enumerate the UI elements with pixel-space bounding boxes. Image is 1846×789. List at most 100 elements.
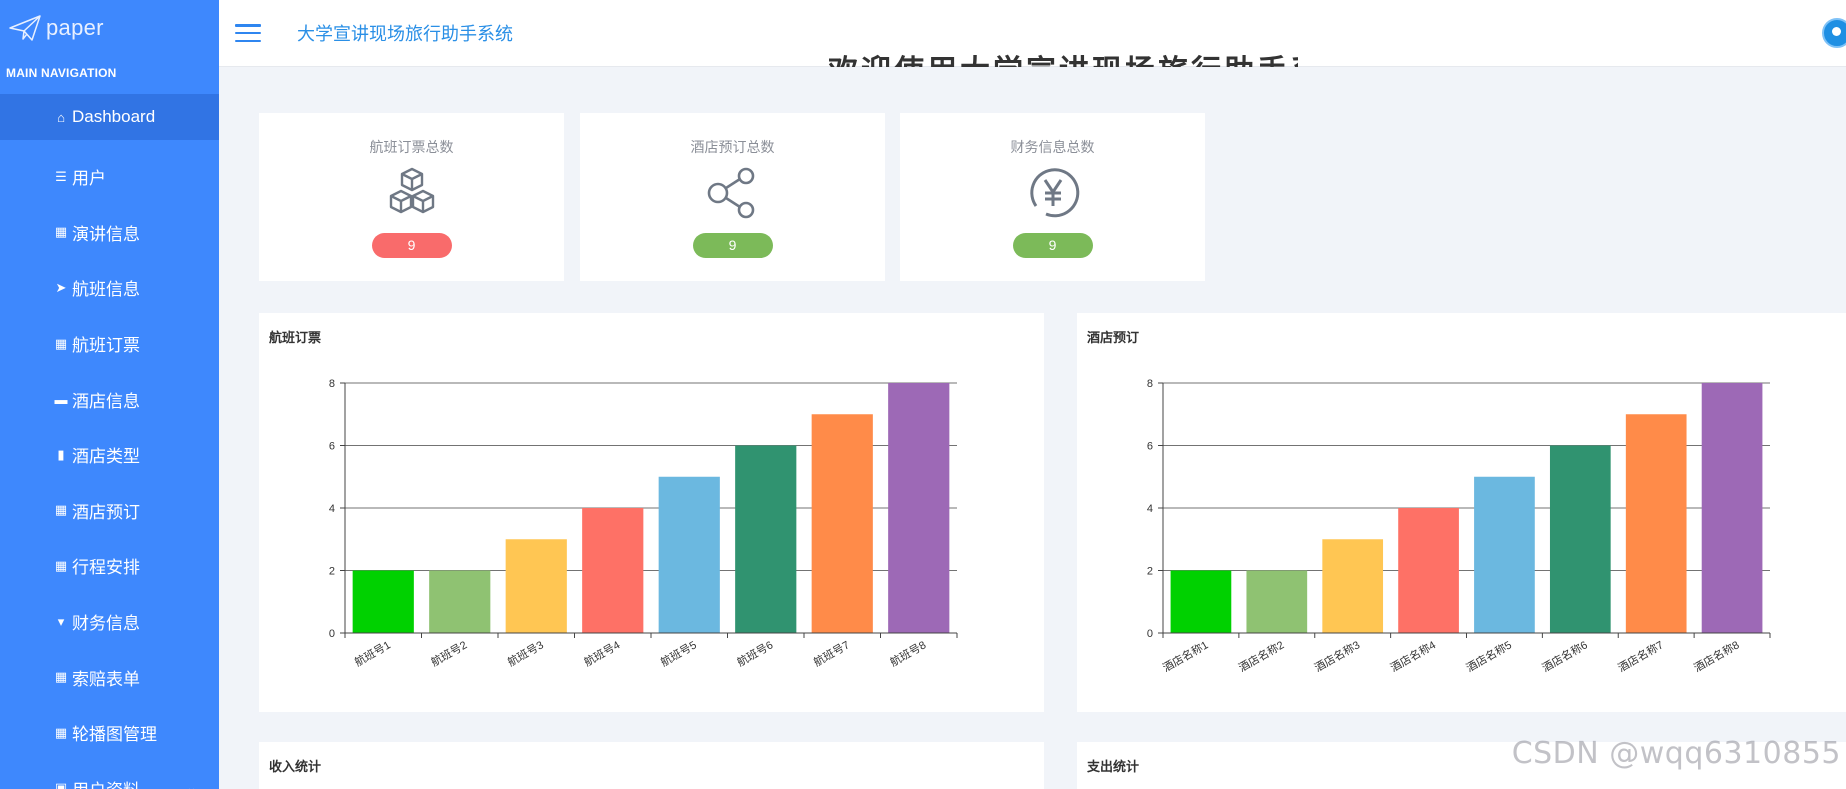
x-tick-label: 航班号1 (352, 637, 393, 669)
x-tick-label: 航班号3 (505, 637, 546, 669)
flight-bar-chart: 0 2 4 6 8 航班号1 航班号2 航班号3 航班号4 航班号5 航班号6 航班号7 航班号8 (329, 378, 958, 669)
x-tick-label: 酒店名称5 (1464, 637, 1514, 674)
x-tick-label: 酒店名称7 (1615, 637, 1665, 674)
y-tick-label: 0 (329, 628, 335, 640)
stat-badge: 9 (692, 233, 773, 258)
y-tick-label: 0 (1147, 628, 1153, 640)
grid-icon: ▦ (54, 335, 68, 351)
x-tick-label: 酒店名称2 (1236, 637, 1286, 674)
bar (1246, 570, 1308, 633)
list-icon: ☰ (55, 168, 67, 184)
sidebar-item[interactable]: ▣ 用户资料 ⌄ (0, 761, 219, 789)
grid-icon: ▦ (54, 224, 68, 240)
y-tick-label: 2 (329, 566, 335, 578)
stat-title: 财务信息总数 (1010, 139, 1095, 155)
grid-icon: ▦ (54, 724, 68, 740)
paper-plane-icon: ➤ (55, 279, 67, 295)
x-tick-label: 航班号7 (811, 637, 852, 669)
y-tick-label: 4 (329, 503, 335, 515)
bar (1625, 414, 1687, 633)
x-tick-label: 航班号2 (428, 637, 469, 669)
chart-panel-flight: 航班订票 0 2 4 6 8 航班号1 航班号2 航班号3 航班号4 航班号5 航班号6 航班号7 航班… (259, 313, 1044, 712)
stat-card-finance: 财务信息总数 9 (900, 113, 1205, 281)
avatar[interactable] (1822, 18, 1846, 48)
stat-title: 航班订票总数 (369, 139, 454, 155)
top-bar: 大学宣讲现场旅行助手系统 (219, 0, 1846, 67)
sidebar-item[interactable]: ▾ 财务信息 (0, 594, 219, 650)
y-tick-label: 8 (329, 378, 335, 390)
hotel-bar-chart: 0 2 4 6 8 酒店名称1 酒店名称2 酒店名称3 酒店名称4 酒店名称5 酒店名称6 酒店名称7… (1147, 378, 1771, 675)
y-tick-label: 8 (1147, 378, 1153, 390)
x-tick-label: 航班号5 (658, 637, 699, 669)
sidebar-item-label: 用户资料 (72, 776, 140, 789)
nav-header: MAIN NAVIGATION (6, 66, 117, 80)
sidebar-item[interactable]: ▦ 航班订票 (0, 316, 219, 372)
sidebar-item[interactable]: ▦ 酒店预订 (0, 483, 219, 539)
x-tick-label: 航班号6 (734, 637, 775, 669)
bar (429, 570, 491, 633)
stat-card-hotel: 酒店预订总数 9 (580, 113, 885, 281)
sidebar-item[interactable]: ▬ 酒店信息 (0, 371, 219, 427)
sidebar-item-label: 用户 (72, 169, 106, 189)
trophy-icon: ▾ (57, 613, 65, 629)
x-tick-label: 酒店名称6 (1539, 637, 1589, 674)
app-title: 大学宣讲现场旅行助手系统 (297, 24, 513, 44)
sidebar-item-label: Dashboard (72, 107, 156, 126)
sidebar-item-label: 航班订票 (72, 336, 140, 356)
bar (658, 476, 720, 633)
x-tick-label: 酒店名称8 (1691, 637, 1741, 674)
stat-title: 酒店预订总数 (690, 139, 775, 155)
nav-list: ⌂ Dashboard ☰ 用户 ▦ 演讲信息 ➤ 航班信息 ▦ 航班订票 ▬ 酒店信息 ▮ 酒店类型 ▦ 酒… (0, 94, 219, 789)
sidebar-item[interactable]: ▦ 索赔表单 (0, 649, 219, 705)
folder-icon: ▣ (54, 780, 68, 789)
bar (888, 383, 950, 633)
sidebar-item[interactable]: ⌂ Dashboard (0, 94, 219, 140)
sidebar-item-label: 行程安排 (72, 558, 140, 578)
grid-icon: ▦ (54, 669, 68, 685)
bar (1474, 476, 1535, 633)
sidebar-item[interactable]: ▮ 酒店类型 (0, 427, 219, 483)
bar (352, 570, 414, 633)
x-tick-label: 酒店名称1 (1160, 637, 1210, 674)
chart-panel-hotel: 酒店预订 0 2 4 6 8 酒店名称1 酒店名称2 酒店名称3 酒店名称4 酒店名称5 酒店名称6… (1077, 313, 1846, 712)
yen-icon (1025, 165, 1081, 221)
bar (582, 508, 644, 633)
stat-badge: 9 (371, 233, 452, 258)
x-tick-label: 酒店名称4 (1388, 637, 1438, 674)
sidebar: paper MAIN NAVIGATION ⌂ Dashboard ☰ 用户 ▦ 演讲信息… (0, 0, 219, 789)
bar (1170, 570, 1232, 633)
y-tick-label: 6 (1147, 441, 1153, 453)
chat-icon: ▬ (54, 391, 68, 407)
panel-title: 支出统计 (1087, 759, 1140, 774)
bar (1549, 445, 1611, 633)
sidebar-item[interactable]: ☰ 用户 (0, 149, 219, 205)
logo-text: paper (46, 15, 104, 40)
chevron-down-icon[interactable]: ⌄ (186, 780, 197, 789)
sidebar-item-label: 财务信息 (72, 614, 140, 634)
sidebar-item-label: 索赔表单 (72, 669, 140, 689)
panel-title: 收入统计 (269, 759, 322, 774)
chart-panel-expense: 支出统计 (1077, 742, 1846, 789)
y-tick-label: 2 (1147, 566, 1153, 578)
grid-icon: ▦ (54, 557, 68, 573)
menu-toggle-icon[interactable] (235, 24, 261, 42)
sidebar-item[interactable]: ➤ 航班信息 (0, 260, 219, 316)
sidebar-item-label: 酒店预订 (72, 502, 140, 522)
home-icon: ⌂ (57, 109, 65, 125)
sidebar-item[interactable]: ▦ 演讲信息 (0, 205, 219, 261)
y-tick-label: 6 (329, 441, 335, 453)
sidebar-item-label: 轮播图管理 (72, 725, 157, 745)
bar (1701, 383, 1763, 633)
bar (811, 414, 873, 633)
watermark: CSDN @wqq6310855 (1511, 736, 1841, 771)
sidebar-item-label: 酒店类型 (72, 447, 140, 467)
logo[interactable]: paper (0, 0, 219, 56)
stat-badge: 9 (1012, 233, 1093, 258)
panel-title: 酒店预订 (1087, 330, 1140, 345)
cubes-icon (384, 165, 440, 221)
bar (1398, 508, 1459, 633)
sidebar-item[interactable]: ▦ 行程安排 (0, 538, 219, 594)
bar (735, 445, 797, 633)
sidebar-item[interactable]: ▦ 轮播图管理 (0, 705, 219, 761)
paper-plane-logo-icon (8, 14, 42, 42)
